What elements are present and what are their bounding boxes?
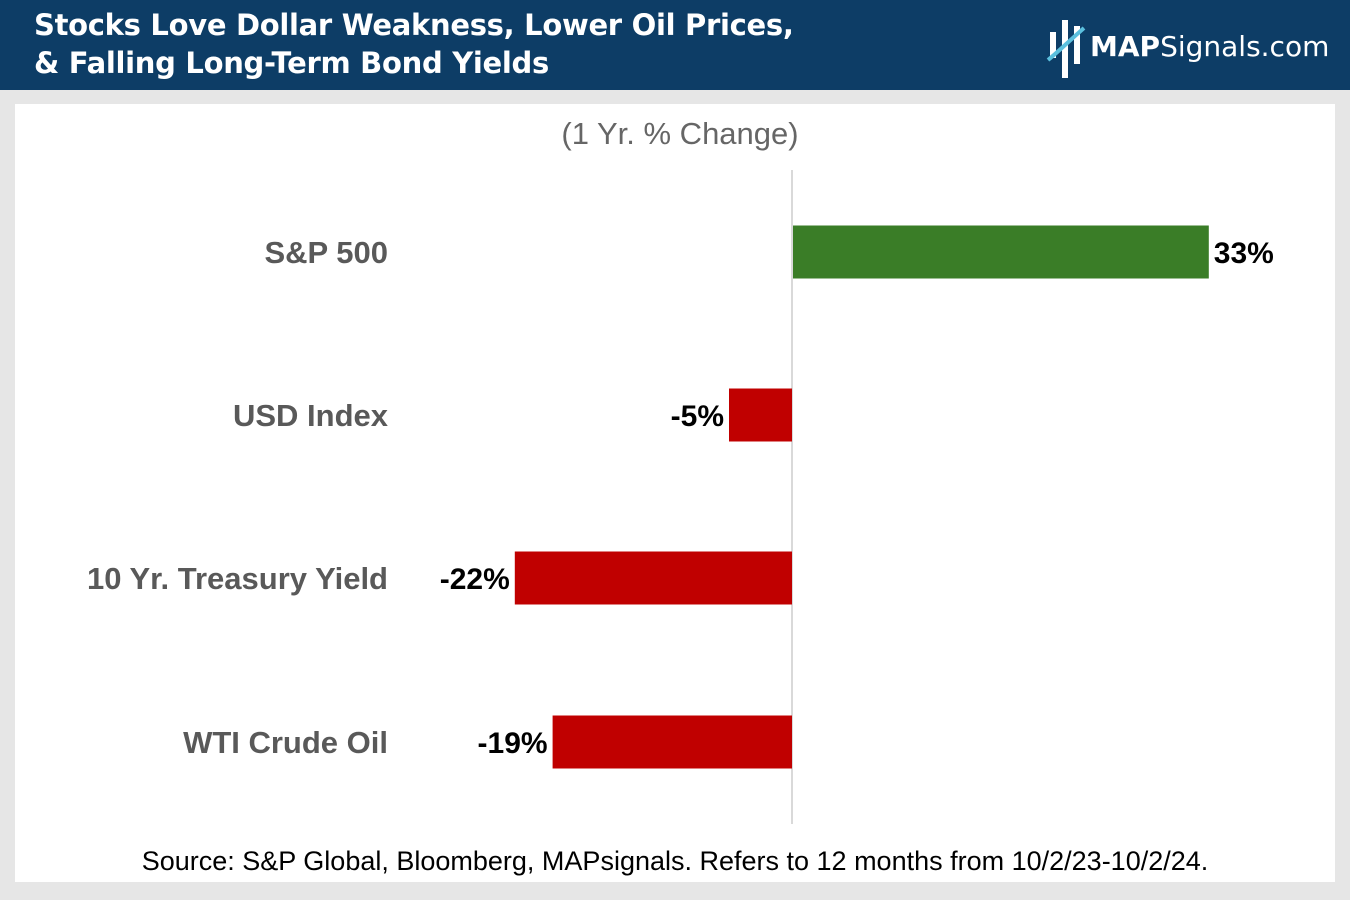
source-note: Source: S&P Global, Bloomberg, MAPsignal… [141, 846, 1209, 876]
category-label-3: WTI Crude Oil [183, 725, 388, 760]
bar-0 [793, 225, 1209, 279]
bar-2 [514, 551, 792, 605]
bar-3 [552, 715, 792, 769]
title-line-1: Stocks Love Dollar Weakness, Lower Oil P… [34, 8, 794, 42]
value-label-2: -22% [440, 563, 510, 596]
category-label-2: 10 Yr. Treasury Yield [87, 561, 388, 596]
logo-bars-icon [1046, 20, 1086, 78]
title-line-2: & Falling Long-Term Bond Yields [34, 46, 549, 80]
bar-chart: S&P 500 33% USD Index -5% 10 Yr. Treasury Yi… [87, 170, 1274, 824]
mapsignals-logo: MAPSignals.com [1046, 16, 1329, 78]
logo-text-strong: MAP [1090, 30, 1161, 63]
value-label-3: -19% [478, 727, 548, 760]
value-label-0: 33% [1214, 237, 1274, 270]
header-bar: Stocks Love Dollar Weakness, Lower Oil P… [0, 0, 1350, 90]
logo-text: MAPSignals.com [1090, 30, 1329, 63]
chart-title: Stocks Love Dollar Weakness, Lower Oil P… [34, 6, 794, 82]
category-label-1: USD Index [233, 398, 389, 433]
chart-panel: (1 Yr. % Change) S&P 500 33% USD Index -5% 1… [15, 104, 1335, 882]
chart-subtitle: (1 Yr. % Change) [561, 116, 799, 151]
value-label-1: -5% [671, 400, 724, 433]
category-label-0: S&P 500 [264, 235, 388, 270]
bar-1 [729, 388, 792, 442]
logo-text-rest: Signals.com [1160, 30, 1330, 63]
